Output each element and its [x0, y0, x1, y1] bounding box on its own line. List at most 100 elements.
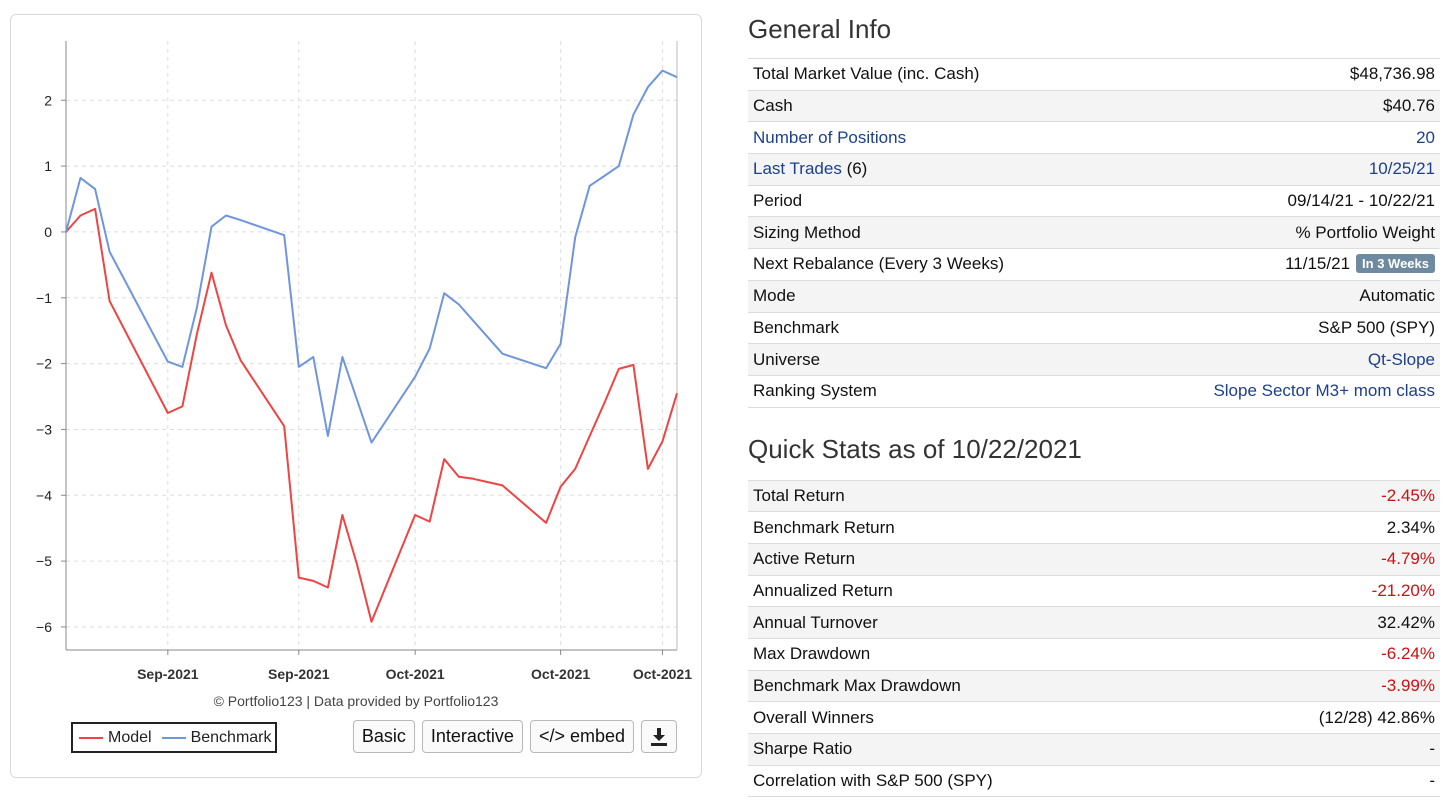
row-value: 32.42% — [1377, 612, 1435, 632]
legend-label-benchmark: Benchmark — [190, 728, 272, 746]
row-label: Period — [753, 191, 803, 211]
row-label: Universe — [753, 349, 821, 369]
legend-item-model[interactable]: Model — [79, 729, 152, 747]
row-label: Next Rebalance (Every 3 Weeks) — [753, 254, 1005, 274]
row-value: -3.99% — [1381, 676, 1435, 696]
row-value: $48,736.98 — [1349, 64, 1435, 84]
table-row: Annual Turnover 32.42% — [748, 606, 1440, 639]
table-row: Max Drawdown -6.24% — [748, 638, 1440, 671]
interactive-button[interactable]: Interactive — [421, 720, 523, 753]
row-label: Total Market Value (inc. Cash) — [753, 64, 980, 84]
download-icon — [651, 727, 667, 746]
chart-legend: Model Benchmark — [71, 722, 277, 753]
embed-button[interactable]: </> embed — [529, 720, 634, 753]
rebalance-badge: In 3 Weeks — [1356, 254, 1435, 274]
row-label: Correlation with S&P 500 (SPY) — [753, 771, 993, 791]
x-tick-label: Oct-2021 — [633, 666, 692, 682]
row-value: -2.45% — [1381, 485, 1435, 505]
row-value: (12/28) 42.86% — [1318, 707, 1435, 727]
number-of-positions-link[interactable]: Number of Positions — [753, 127, 907, 147]
x-tick-label: Oct-2021 — [531, 666, 590, 682]
row-value: -21.20% — [1371, 580, 1435, 600]
general-info-title: General Info — [748, 14, 892, 44]
table-row: Benchmark S&P 500 (SPY) — [748, 312, 1440, 344]
number-of-positions-value-link[interactable]: 20 — [1416, 127, 1435, 147]
row-label: Annualized Return — [753, 580, 893, 600]
table-row: Period 09/14/21 - 10/22/21 — [748, 185, 1440, 217]
general-info-table: Total Market Value (inc. Cash) $48,736.9… — [748, 58, 1440, 408]
row-label: Sizing Method — [753, 222, 861, 242]
y-tick-label: −1 — [36, 290, 52, 306]
plot-area — [66, 41, 677, 650]
y-tick-label: −3 — [36, 421, 52, 437]
row-label: Mode — [753, 286, 796, 306]
row-label: Overall Winners — [753, 707, 874, 727]
y-tick-label: 1 — [44, 158, 52, 174]
table-row: Total Market Value (inc. Cash) $48,736.9… — [748, 58, 1440, 91]
row-value: S&P 500 (SPY) — [1318, 317, 1435, 337]
last-trades-link[interactable]: Last Trades — [753, 159, 842, 179]
row-label: Active Return — [753, 549, 856, 569]
legend-swatch-model — [79, 736, 103, 739]
row-value: -6.24% — [1381, 644, 1435, 664]
basic-button[interactable]: Basic — [352, 720, 415, 753]
table-row: Universe Qt-Slope — [748, 343, 1440, 376]
universe-link[interactable]: Qt-Slope — [1367, 349, 1435, 369]
next-rebalance-date: 11/15/21 — [1285, 254, 1351, 274]
table-row: Ranking System Slope Sector M3+ mom clas… — [748, 375, 1440, 408]
table-row: Benchmark Return 2.34% — [748, 511, 1440, 544]
chart-button-row: Basic Interactive </> embed — [352, 720, 677, 753]
quick-stats-title: Quick Stats as of 10/22/2021 — [748, 433, 1082, 464]
portfolio-summary: General Info Total Market Value (inc. Ca… — [748, 0, 1440, 797]
row-label: Cash — [753, 96, 793, 116]
performance-chart-panel: 2 1 0 −1 −2 −3 −4 −5 −6 Sep-2021 Sep-2021 Oct-2021 O… — [10, 14, 702, 778]
row-value: - — [1429, 739, 1435, 759]
row-label: Benchmark Max Drawdown — [753, 676, 961, 696]
last-trades-count: (6) — [846, 159, 868, 179]
series-line-model — [65, 207, 678, 623]
row-label: Annual Turnover — [753, 612, 878, 632]
table-row: Active Return -4.79% — [748, 543, 1440, 576]
row-label: Benchmark Return — [753, 517, 895, 537]
table-row: Last Trades (6) 10/25/21 — [748, 153, 1440, 186]
y-tick-label: 2 — [44, 92, 52, 108]
table-row: Correlation with S&P 500 (SPY) - — [748, 765, 1440, 797]
row-label: Max Drawdown — [753, 644, 871, 664]
table-row: Benchmark Max Drawdown -3.99% — [748, 670, 1440, 702]
table-row: Total Return -2.45% — [748, 480, 1440, 512]
x-tick-label: Oct-2021 — [386, 666, 445, 682]
x-tick-label: Sep-2021 — [137, 666, 199, 682]
table-row: Annualized Return -21.20% — [748, 575, 1440, 607]
table-row: Cash $40.76 — [748, 90, 1440, 122]
row-value: Automatic — [1359, 286, 1435, 306]
table-row: Mode Automatic — [748, 280, 1440, 312]
chart-credits: © Portfolio123 | Data provided by Portfo… — [213, 693, 499, 709]
row-value: % Portfolio Weight — [1295, 222, 1435, 242]
table-row: Next Rebalance (Every 3 Weeks) 11/15/21 I… — [748, 248, 1440, 281]
ranking-system-link[interactable]: Slope Sector M3+ mom class — [1213, 381, 1435, 401]
y-tick-label: −5 — [36, 553, 52, 569]
row-value: $40.76 — [1383, 96, 1435, 116]
table-row: Overall Winners (12/28) 42.86% — [748, 701, 1440, 734]
row-value: 2.34% — [1386, 517, 1435, 537]
performance-chart: 2 1 0 −1 −2 −3 −4 −5 −6 Sep-2021 Sep-2021 Oct-2021 O… — [36, 41, 692, 682]
row-value: - — [1429, 771, 1435, 791]
row-value: -4.79% — [1381, 549, 1435, 569]
table-row: Sharpe Ratio - — [748, 733, 1440, 766]
y-tick-label: 0 — [44, 224, 52, 240]
last-trades-date-link[interactable]: 10/25/21 — [1368, 159, 1435, 179]
row-label: Sharpe Ratio — [753, 739, 853, 759]
legend-item-benchmark[interactable]: Benchmark — [161, 728, 272, 747]
download-button[interactable] — [641, 720, 677, 753]
row-value: 09/14/21 - 10/22/21 — [1287, 191, 1435, 211]
quick-stats-table: Total Return -2.45% Benchmark Return 2.3… — [748, 480, 1440, 798]
series-line-benchmark — [65, 69, 678, 444]
legend-label-model: Model — [108, 728, 152, 746]
row-label: Total Return — [753, 485, 845, 505]
row-label: Ranking System — [753, 381, 877, 401]
legend-swatch-benchmark — [161, 736, 186, 739]
row-label: Benchmark — [753, 317, 839, 337]
y-tick-label: −2 — [36, 356, 52, 372]
table-row: Number of Positions 20 — [748, 121, 1440, 154]
y-tick-label: −6 — [36, 619, 52, 635]
